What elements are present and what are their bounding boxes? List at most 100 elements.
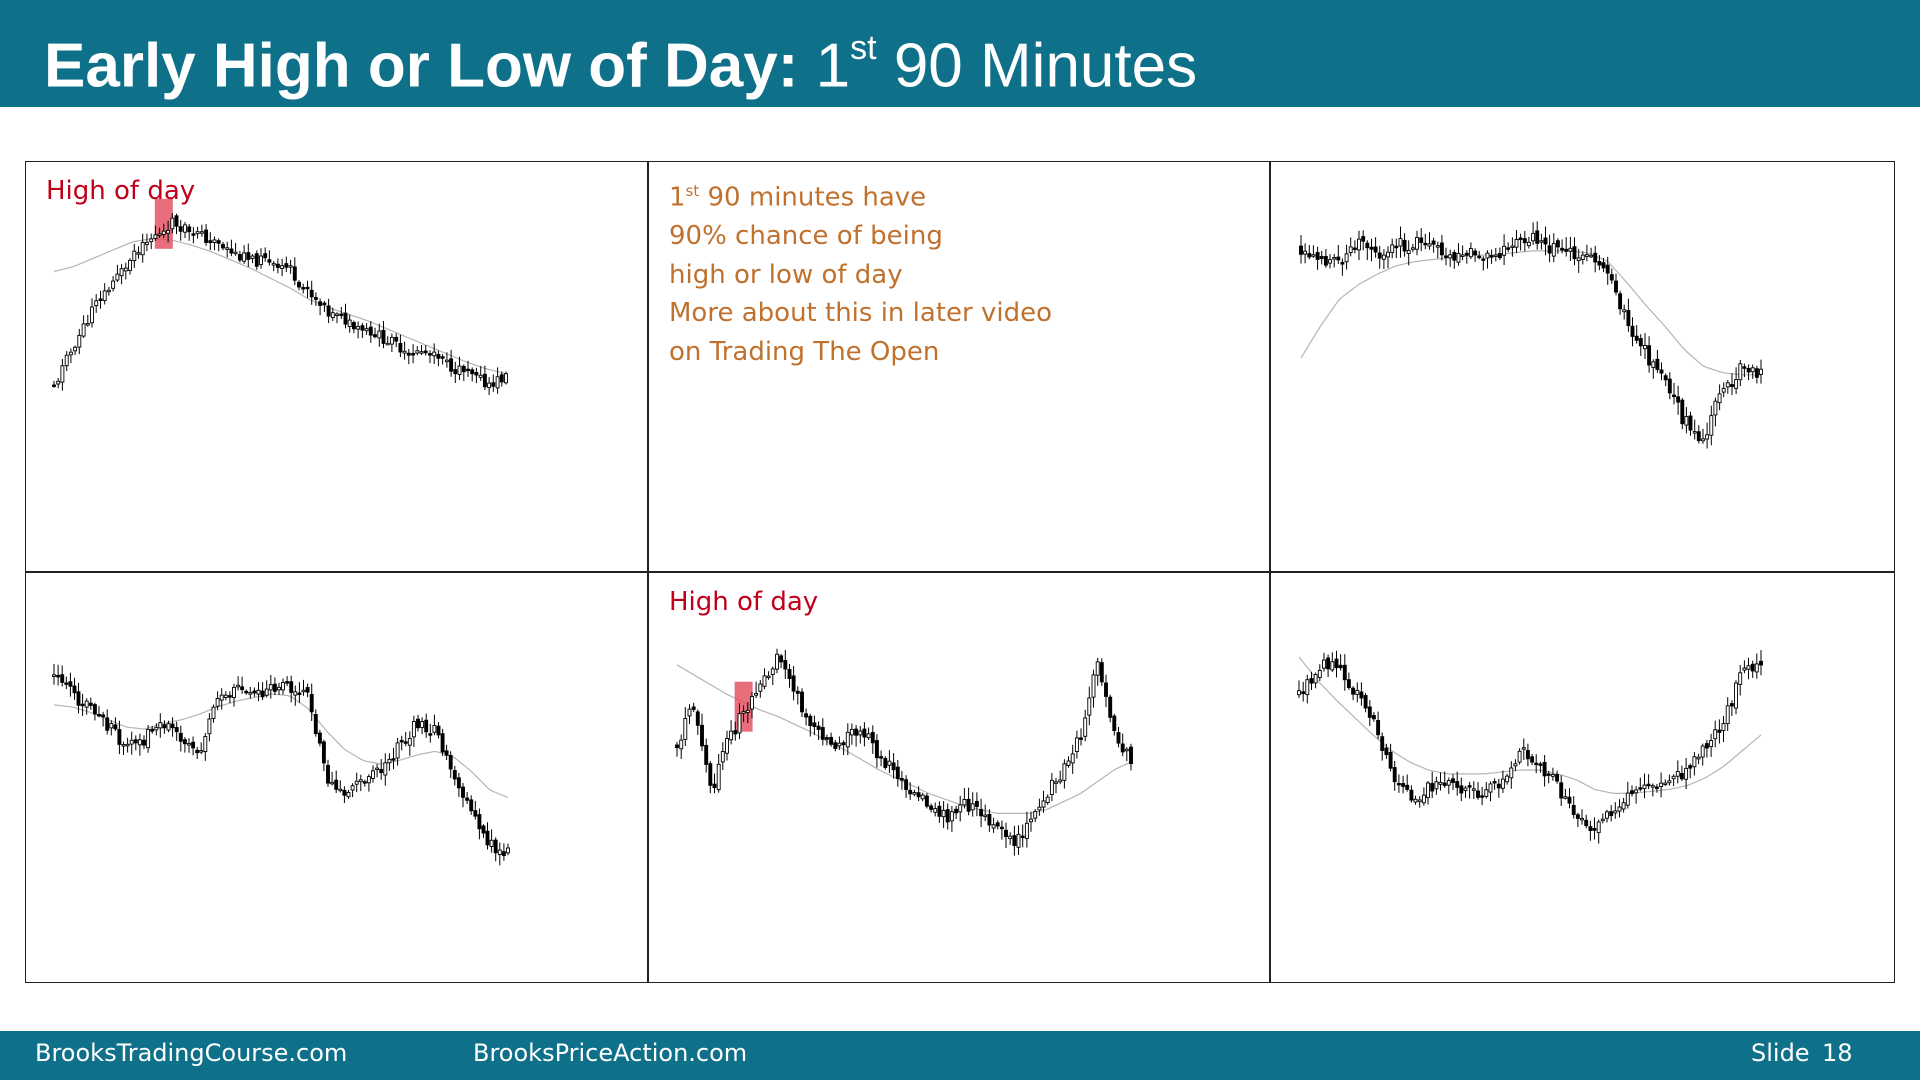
candle — [236, 676, 241, 691]
candle — [1334, 650, 1339, 678]
candle — [1546, 771, 1551, 784]
candle — [170, 717, 175, 737]
candle — [1342, 654, 1347, 691]
candle — [1601, 257, 1606, 273]
candle-body — [866, 733, 871, 739]
candle — [335, 312, 339, 324]
candle-body — [457, 365, 462, 375]
candle — [102, 283, 107, 305]
candle-body — [1398, 238, 1403, 247]
candle-body — [499, 374, 504, 383]
candle-body — [182, 739, 187, 745]
candle-body — [1417, 799, 1422, 803]
candle — [60, 665, 65, 687]
candle — [1394, 238, 1399, 258]
candle — [1713, 397, 1718, 427]
candle — [683, 707, 688, 746]
candle-body — [461, 786, 465, 798]
candle-body — [140, 241, 145, 256]
candle — [941, 801, 946, 829]
candle — [174, 721, 179, 741]
footer-site-2[interactable]: BrooksPriceAction.com — [473, 1039, 748, 1067]
candle — [1521, 738, 1526, 760]
title-bar: Early High or Low of Day: 1st 90 Minutes — [0, 0, 1920, 107]
candle — [1493, 247, 1498, 262]
candle-body — [106, 289, 111, 293]
candle-body — [720, 751, 725, 763]
candle — [1614, 273, 1618, 296]
candle-body — [970, 803, 975, 811]
candle-body — [1580, 254, 1585, 260]
candle — [1477, 250, 1482, 260]
candle-body — [191, 741, 196, 749]
candle — [1517, 748, 1522, 765]
candle — [1116, 727, 1121, 748]
candle-body — [1572, 246, 1577, 260]
candle — [1451, 774, 1455, 791]
candle-body — [444, 359, 449, 363]
candle-body — [704, 744, 709, 765]
candle — [158, 713, 163, 738]
candle-body — [97, 713, 101, 717]
candle-body — [1510, 245, 1515, 248]
candle-body — [166, 723, 171, 731]
candle — [1721, 716, 1726, 742]
candle — [1376, 711, 1381, 740]
candle — [1759, 359, 1763, 384]
candle — [456, 772, 461, 797]
candle — [1311, 245, 1316, 258]
candle — [1725, 380, 1730, 394]
candle — [1381, 249, 1386, 270]
candle — [829, 732, 834, 747]
candle-body — [1576, 257, 1581, 262]
candle — [1083, 709, 1088, 742]
candle — [1396, 774, 1401, 793]
candle-body — [741, 711, 746, 714]
moving-average-line-top-left — [53, 238, 507, 375]
candle — [845, 723, 850, 756]
candle-body — [1506, 247, 1511, 250]
candle — [1012, 825, 1017, 856]
candle-body — [1476, 790, 1480, 798]
candle-body — [297, 281, 301, 288]
candle-body — [1642, 784, 1647, 790]
candle-body — [268, 684, 273, 691]
candle — [339, 307, 344, 319]
candle — [1663, 373, 1668, 387]
candle-body — [820, 727, 825, 740]
candle — [246, 243, 251, 267]
candle — [254, 250, 259, 270]
candle — [1560, 239, 1565, 254]
candle-body — [804, 713, 809, 718]
footer-site-1[interactable]: BrooksTradingCourse.com — [35, 1039, 348, 1067]
candle-body — [1589, 254, 1594, 258]
candle — [1663, 779, 1668, 786]
candle-body — [136, 252, 141, 255]
candle — [1513, 759, 1518, 771]
candle-body — [1630, 325, 1635, 337]
candle — [741, 705, 746, 723]
candle — [1617, 799, 1622, 818]
candle — [289, 675, 294, 703]
candle-body — [371, 770, 375, 779]
candle — [469, 795, 474, 815]
candle-body — [858, 730, 863, 736]
candle — [244, 689, 249, 695]
candle — [1336, 245, 1341, 264]
candle-body — [506, 847, 510, 854]
candle — [1401, 775, 1406, 794]
candle-body — [1659, 369, 1664, 374]
candle-body — [995, 822, 1000, 827]
candle — [1095, 657, 1100, 686]
candle-body — [745, 709, 750, 713]
candle — [1430, 771, 1435, 798]
candle — [248, 687, 253, 699]
candle-body — [73, 346, 78, 352]
candle-body — [683, 718, 688, 740]
candle — [1584, 814, 1589, 829]
chart-panel-top-right — [1271, 162, 1893, 570]
candle — [966, 787, 971, 816]
candle — [854, 725, 859, 747]
candle-body — [1535, 230, 1540, 244]
candle — [98, 290, 103, 309]
